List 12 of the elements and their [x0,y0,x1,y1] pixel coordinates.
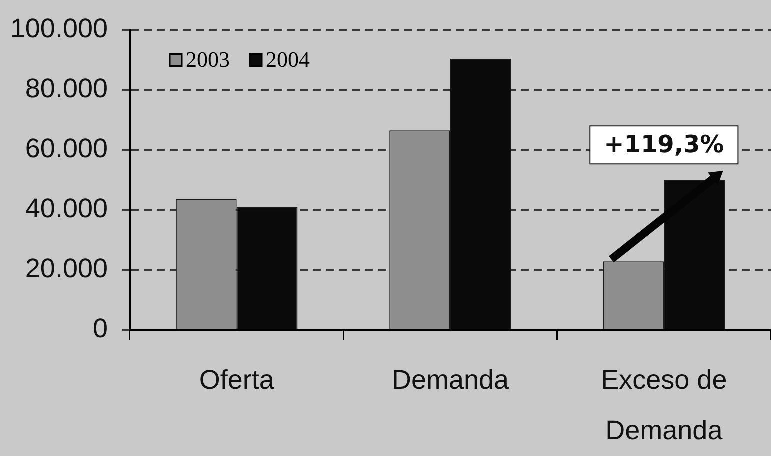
y-tick-label: 60.000 [25,134,108,164]
x-tick-label: Demanda [392,364,510,395]
y-tick-label: 0 [92,313,108,344]
legend-label: 2004 [266,46,310,72]
x-tick-label: Oferta [199,364,276,395]
legend-label: 2003 [186,46,230,72]
y-tick-label: 20.000 [25,253,108,284]
y-tick-label: 80.000 [25,74,108,104]
annotation: +119,3% [604,130,724,158]
x-tick-label: Exceso de Demanda [601,364,728,446]
y-tick-label: 100.000 [10,14,108,44]
y-tick-label: 40.000 [25,194,108,224]
